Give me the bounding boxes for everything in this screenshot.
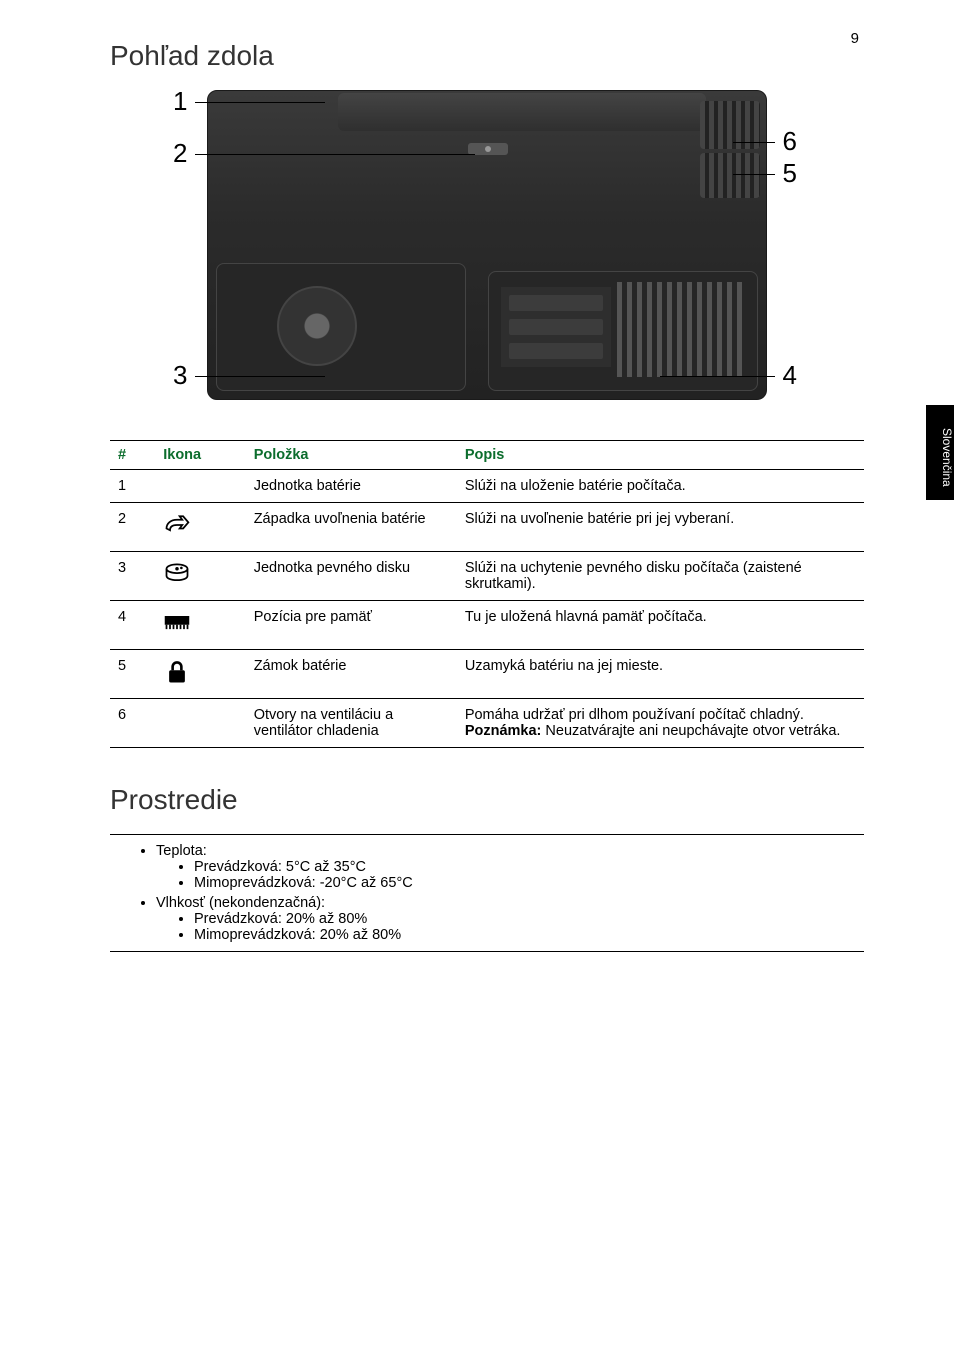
callout-6: 6: [783, 126, 797, 157]
fig-hdd-bay: [617, 282, 747, 377]
desc-line: Pomáha udržať pri dlhom používaní počíta…: [465, 707, 804, 723]
lock-icon: [155, 650, 245, 699]
note-label: Poznámka:: [465, 723, 542, 739]
environment-list: Teplota: Prevádzková: 5°C až 35°C Mimopr…: [156, 843, 864, 943]
fig-battery: [338, 93, 706, 131]
cell-desc: Slúži na uchytenie pevného disku počítač…: [457, 552, 864, 601]
cell-item: Zámok batérie: [246, 650, 457, 699]
table-row: 6 Otvory na ventiláciu a ventilátor chla…: [110, 699, 864, 748]
cell-num: 5: [110, 650, 155, 699]
fig-memory-slots: [501, 287, 611, 367]
list-item: Vlhkosť (nekondenzačná): Prevádzková: 20…: [156, 895, 864, 943]
cell-num: 3: [110, 552, 155, 601]
th-desc: Popis: [457, 441, 864, 470]
cell-item: Jednotka batérie: [246, 470, 457, 503]
table-row: 1 Jednotka batérie Slúži na uloženie bat…: [110, 470, 864, 503]
laptop-bottom-figure: 1 2 3 4 5 6: [157, 90, 817, 400]
cell-icon: [155, 699, 245, 748]
section-title-environment: Prostredie: [110, 784, 864, 816]
th-item: Položka: [246, 441, 457, 470]
divider: [110, 951, 864, 952]
battery-release-icon: [155, 503, 245, 552]
list-item: Teplota: Prevádzková: 5°C až 35°C Mimopr…: [156, 843, 864, 891]
language-side-tab: Slovenčina: [926, 405, 954, 500]
cell-item: Jednotka pevného disku: [246, 552, 457, 601]
list-item: Mimoprevádzková: -20°C až 65°C: [194, 875, 864, 891]
divider: [110, 834, 864, 835]
th-number: #: [110, 441, 155, 470]
table-row: 3 Jednotka pevného disku Slúži na uchyte…: [110, 552, 864, 601]
fig-panel-bottom-left: [216, 263, 466, 391]
humidity-label: Vlhkosť (nekondenzačná):: [156, 895, 325, 911]
fig-panel-bottom-right: [488, 271, 758, 391]
table-row: 4 Pozícia pre pamäť Tu je uložená hlavná…: [110, 601, 864, 650]
cell-desc: Tu je uložená hlavná pamäť počítača.: [457, 601, 864, 650]
cell-item: Pozícia pre pamäť: [246, 601, 457, 650]
callout-2: 2: [173, 138, 187, 169]
memory-icon: [155, 601, 245, 650]
cell-desc: Slúži na uvoľnenie batérie pri jej vyber…: [457, 503, 864, 552]
cell-item: Otvory na ventiláciu a ventilátor chlade…: [246, 699, 457, 748]
cell-num: 1: [110, 470, 155, 503]
cell-num: 4: [110, 601, 155, 650]
parts-table: # Ikona Položka Popis 1 Jednotka batérie…: [110, 440, 864, 748]
fig-fan: [277, 286, 357, 366]
cell-desc: Pomáha udržať pri dlhom používaní počíta…: [457, 699, 864, 748]
th-icon: Ikona: [155, 441, 245, 470]
cell-desc: Uzamyká batériu na jej mieste.: [457, 650, 864, 699]
cell-num: 2: [110, 503, 155, 552]
page-number: 9: [851, 30, 859, 47]
table-header-row: # Ikona Položka Popis: [110, 441, 864, 470]
table-row: 2 Západka uvoľnenia batérie Slúži na uvo…: [110, 503, 864, 552]
cell-icon: [155, 470, 245, 503]
cell-num: 6: [110, 699, 155, 748]
list-item: Prevádzková: 20% až 80%: [194, 911, 864, 927]
fig-vent-bottom: [700, 153, 760, 198]
section-title-bottom-view: Pohľad zdola: [110, 40, 864, 72]
cell-item: Západka uvoľnenia batérie: [246, 503, 457, 552]
note-rest: Neuzatvárajte ani neupchávajte otvor vet…: [541, 723, 840, 739]
callout-1: 1: [173, 86, 187, 117]
callout-3: 3: [173, 360, 187, 391]
table-row: 5 Zámok batérie Uzamyká batériu na jej m…: [110, 650, 864, 699]
callout-5: 5: [783, 158, 797, 189]
list-item: Mimoprevádzková: 20% až 80%: [194, 927, 864, 943]
hdd-icon: [155, 552, 245, 601]
cell-desc: Slúži na uloženie batérie počítača.: [457, 470, 864, 503]
temp-label: Teplota:: [156, 843, 207, 859]
laptop-bottom-illustration: [207, 90, 767, 400]
list-item: Prevádzková: 5°C až 35°C: [194, 859, 864, 875]
callout-4: 4: [783, 360, 797, 391]
